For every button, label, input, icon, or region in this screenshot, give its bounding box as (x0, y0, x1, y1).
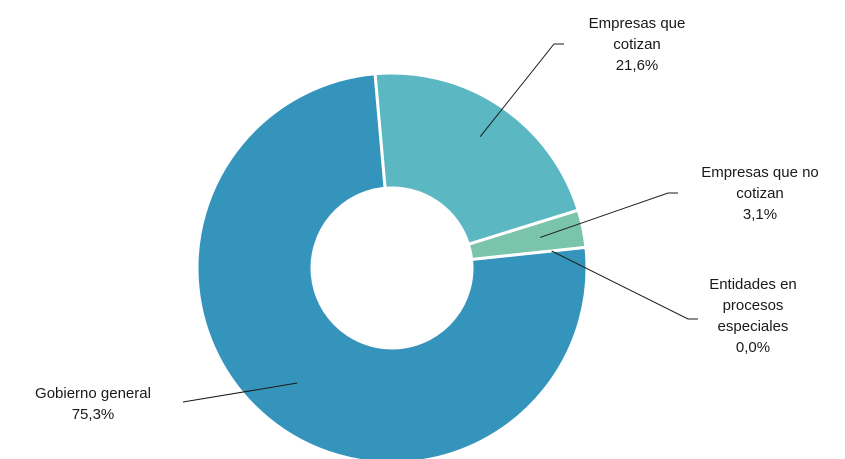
leader-entidades-en-procesos-especiales (551, 250, 698, 320)
label-entidades-en-procesos-especiales: Entidades en procesos especiales 0,0% (709, 276, 797, 356)
leader-lines (182, 43, 698, 403)
leader-empresas-que-cotizan (479, 43, 564, 137)
label-empresas-que-no-cotizan: Empresas que no cotizan 3,1% (701, 164, 819, 223)
slice-labels: Empresas que cotizan 21,6% Empresas que no c… (35, 15, 819, 423)
slice-gobierno-general (195, 72, 589, 459)
label-gobierno-general: Gobierno general 75,3% (35, 385, 151, 423)
slice-empresas-que-cotizan (373, 71, 580, 246)
leader-gobierno-general (182, 382, 298, 403)
label-empresas-que-cotizan: Empresas que cotizan 21,6% (589, 15, 686, 74)
donut-slices (195, 71, 589, 459)
leader-empresas-que-no-cotizan (540, 192, 678, 238)
